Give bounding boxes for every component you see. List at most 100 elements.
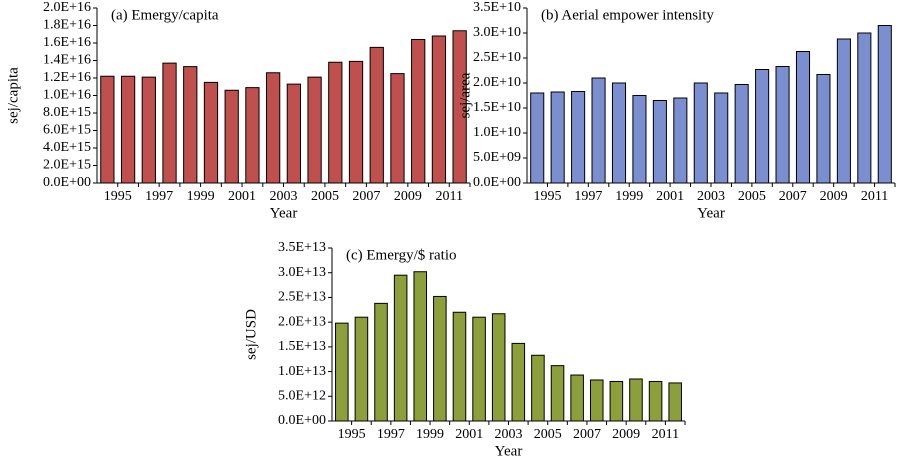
bar bbox=[141, 76, 156, 184]
x-tick-label: 2005 bbox=[311, 189, 339, 204]
x-axis-label: Year bbox=[270, 205, 298, 221]
bar bbox=[433, 295, 447, 422]
y-tick-label: 1.5E+13 bbox=[278, 339, 326, 354]
x-tick-label: 2007 bbox=[352, 189, 380, 204]
chart-title: (b) Aerial empower intensity bbox=[541, 7, 714, 23]
y-axis-label: sej/capita bbox=[5, 67, 21, 124]
bar bbox=[374, 302, 388, 422]
x-tick-label: 1999 bbox=[416, 427, 444, 442]
x-tick-label: 2007 bbox=[779, 189, 807, 204]
bar bbox=[570, 374, 584, 422]
x-tick-label: 2001 bbox=[656, 189, 684, 204]
bar bbox=[390, 73, 405, 184]
y-tick-label: 2.0E+13 bbox=[278, 314, 326, 329]
y-tick-label: 6.0E+15 bbox=[43, 123, 91, 138]
bar bbox=[335, 322, 349, 422]
bar bbox=[393, 274, 408, 422]
x-tick-label: 1997 bbox=[145, 189, 173, 204]
bar bbox=[550, 91, 565, 184]
x-tick-label: 2003 bbox=[270, 189, 298, 204]
bar bbox=[452, 30, 467, 184]
x-tick-label: 2011 bbox=[652, 427, 679, 442]
bar bbox=[100, 75, 115, 184]
bar bbox=[755, 69, 770, 184]
bar bbox=[511, 342, 526, 422]
bar bbox=[286, 83, 301, 184]
x-tick-label: 1999 bbox=[615, 189, 643, 204]
y-tick-label: 5.0E+12 bbox=[278, 389, 326, 404]
x-tick-label: 2005 bbox=[738, 189, 766, 204]
bar bbox=[550, 365, 565, 422]
bar bbox=[591, 77, 606, 184]
x-tick-label: 1995 bbox=[533, 189, 561, 204]
bar bbox=[795, 51, 811, 184]
bar bbox=[203, 81, 219, 184]
x-tick-label: 1995 bbox=[104, 189, 132, 204]
bar bbox=[120, 75, 136, 184]
y-tick-label: 2.0E+10 bbox=[473, 75, 521, 90]
y-tick-label: 4.0E+15 bbox=[43, 140, 91, 155]
bar bbox=[472, 316, 486, 422]
bar bbox=[307, 76, 322, 184]
x-tick-label: 2003 bbox=[495, 427, 523, 442]
bar bbox=[816, 74, 831, 184]
y-tick-label: 1.8E+16 bbox=[43, 18, 91, 33]
y-tick-label: 2.0E+15 bbox=[43, 158, 91, 173]
y-tick-label: 2.5E+13 bbox=[278, 290, 326, 305]
bar bbox=[530, 92, 545, 184]
bar bbox=[632, 95, 647, 184]
bar bbox=[245, 87, 260, 184]
bar bbox=[611, 82, 627, 184]
bar bbox=[491, 313, 506, 422]
bar bbox=[609, 380, 624, 422]
y-axis-label: sej/area bbox=[457, 72, 473, 118]
x-tick-label: 2005 bbox=[534, 427, 562, 442]
x-axis-label: Year bbox=[697, 205, 725, 221]
y-tick-label: 1.5E+10 bbox=[473, 100, 521, 115]
x-tick-label: 1997 bbox=[377, 427, 405, 442]
y-tick-label: 0.0E+00 bbox=[43, 175, 91, 190]
y-tick-label: 3.0E+13 bbox=[278, 265, 326, 280]
x-tick-label: 1999 bbox=[187, 189, 215, 204]
y-tick-label: 1.6E+16 bbox=[43, 35, 91, 50]
x-tick-label: 2003 bbox=[697, 189, 725, 204]
chart-title: (c) Emergy/$ ratio bbox=[346, 247, 457, 263]
bar bbox=[328, 61, 343, 184]
bar bbox=[775, 66, 790, 184]
bar bbox=[714, 92, 729, 184]
bar bbox=[162, 62, 177, 184]
bar bbox=[431, 35, 447, 184]
y-tick-label: 2.0E+16 bbox=[43, 0, 91, 15]
y-tick-label: 3.0E+10 bbox=[473, 25, 521, 40]
bar bbox=[413, 271, 428, 422]
y-tick-label: 1.2E+16 bbox=[43, 70, 91, 85]
bar bbox=[877, 25, 892, 184]
bar bbox=[629, 378, 643, 422]
x-tick-label: 1995 bbox=[338, 427, 366, 442]
y-tick-label: 0.0E+00 bbox=[473, 175, 521, 190]
bar bbox=[571, 91, 586, 184]
bar bbox=[369, 46, 384, 184]
y-tick-label: 8.0E+15 bbox=[43, 105, 91, 120]
bar bbox=[183, 66, 198, 184]
bar bbox=[668, 382, 682, 422]
bar bbox=[589, 379, 604, 422]
bar bbox=[648, 380, 663, 422]
y-axis-label: sej/USD bbox=[243, 309, 259, 360]
chart-title: (a) Emergy/capita bbox=[111, 7, 219, 23]
bar bbox=[354, 316, 369, 422]
x-tick-label: 2001 bbox=[455, 427, 483, 442]
y-tick-label: 3.5E+10 bbox=[473, 0, 521, 15]
x-tick-label: 2009 bbox=[394, 189, 422, 204]
y-tick-label: 1.4E+16 bbox=[43, 53, 91, 68]
x-tick-label: 2007 bbox=[573, 427, 601, 442]
y-tick-label: 2.5E+10 bbox=[473, 50, 521, 65]
bar bbox=[348, 60, 364, 184]
x-tick-label: 2001 bbox=[228, 189, 256, 204]
bar bbox=[652, 100, 667, 184]
bar bbox=[224, 89, 239, 184]
x-axis-label: Year bbox=[495, 443, 523, 459]
x-tick-label: 2009 bbox=[612, 427, 640, 442]
y-tick-label: 0.0E+00 bbox=[278, 413, 326, 428]
